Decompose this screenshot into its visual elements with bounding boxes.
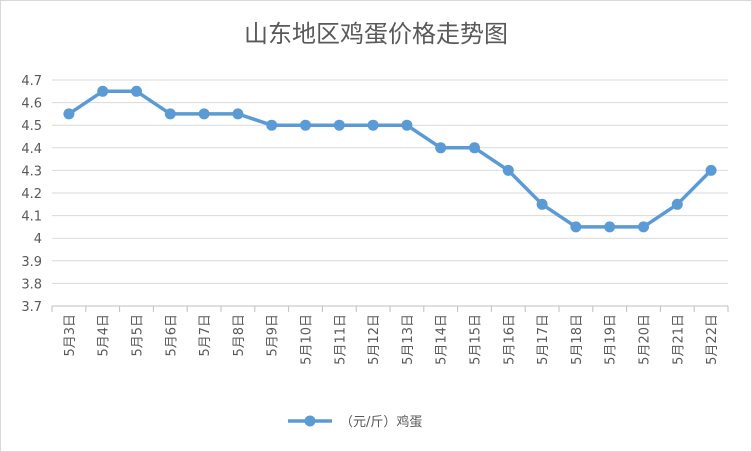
legend-marker [304, 415, 316, 427]
data-point [705, 164, 717, 176]
data-point [131, 85, 142, 97]
x-tick-label: 5月17日 [536, 314, 551, 365]
x-tick-label: 5月5日 [131, 314, 146, 357]
x-tick-label: 5月16日 [502, 314, 517, 365]
data-point [63, 108, 75, 120]
x-tick-label: 5月10日 [300, 314, 315, 365]
y-tick-label: 4.5 [21, 119, 42, 134]
y-tick-label: 3.9 [21, 255, 42, 270]
x-tick-label: 5月19日 [604, 314, 619, 365]
x-tick-label: 5月6日 [164, 314, 179, 357]
x-tick-label: 5月20日 [638, 314, 653, 365]
x-tick-label: 5月14日 [435, 314, 450, 365]
data-point [232, 108, 244, 120]
y-tick-label: 4.6 [21, 97, 42, 112]
y-tick-label: 4.3 [21, 164, 42, 179]
data-point [570, 221, 582, 233]
x-tick-label: 5月7日 [198, 314, 213, 357]
y-tick-label: 4.1 [21, 210, 42, 225]
data-point [469, 142, 480, 154]
data-point [638, 221, 649, 233]
data-point [367, 119, 379, 131]
data-point [333, 119, 345, 131]
x-tick-label: 5月12日 [367, 314, 382, 365]
x-tick-label: 5月22日 [705, 314, 720, 365]
data-point [671, 198, 683, 210]
x-tick-label: 5月18日 [570, 314, 585, 365]
x-tick-label: 5月21日 [671, 314, 686, 365]
x-tick-label: 5月11日 [333, 314, 348, 365]
data-point [164, 108, 176, 120]
x-tick-label: 5月13日 [401, 314, 416, 365]
legend-label[interactable]: （元/斤）鸡蛋 [340, 414, 422, 430]
y-tick-label: 4.4 [21, 142, 42, 157]
data-point [97, 85, 109, 97]
data-point [300, 119, 311, 131]
y-tick-label: 4 [34, 232, 42, 247]
data-point [435, 142, 447, 154]
x-tick-label: 5月9日 [266, 314, 281, 357]
data-point [604, 221, 616, 233]
data-point [266, 119, 278, 131]
data-point [198, 108, 210, 120]
data-point [401, 119, 413, 131]
data-point [502, 164, 514, 176]
y-tick-label: 3.7 [21, 300, 42, 315]
series-line [67, 89, 713, 229]
y-tick-label: 3.8 [21, 277, 42, 292]
data-point [536, 198, 548, 210]
x-tick-label: 5月3日 [63, 314, 78, 357]
chart-title: 山东地区鸡蛋价格走势图 [244, 20, 508, 48]
x-tick-label: 5月15日 [469, 314, 484, 365]
y-tick-label: 4.2 [21, 187, 42, 202]
x-tick-label: 5月8日 [232, 314, 247, 357]
y-tick-label: 4.7 [21, 74, 42, 89]
x-tick-label: 5月4日 [97, 314, 112, 357]
